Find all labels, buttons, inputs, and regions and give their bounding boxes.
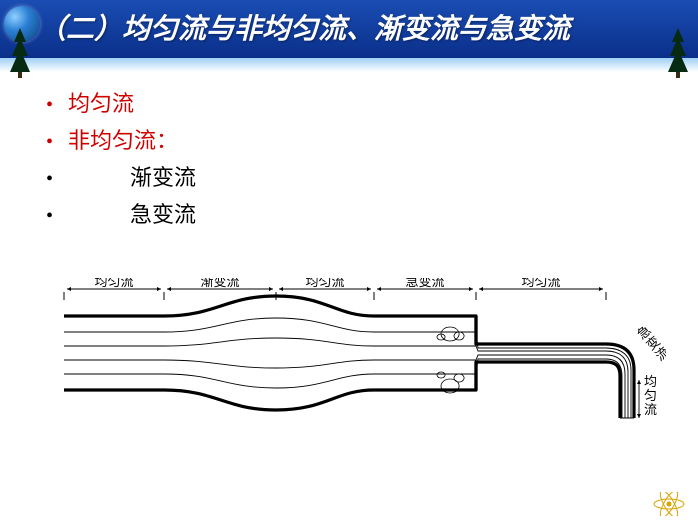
bullet-dot: • bbox=[46, 161, 68, 197]
svg-text:均匀流: 均匀流 bbox=[521, 278, 560, 289]
bullet-text: 急变流 bbox=[68, 197, 196, 233]
bullet-item: • 非均匀流： bbox=[46, 123, 196, 160]
svg-text:均匀流: 均匀流 bbox=[94, 278, 133, 289]
bullet-dot: • bbox=[46, 87, 68, 123]
slide-title: （二）均匀流与非均匀流、渐变流与急变流 bbox=[38, 7, 570, 47]
bullet-text: 渐变流 bbox=[68, 160, 196, 196]
svg-text:渐变流: 渐变流 bbox=[200, 278, 239, 289]
svg-text:急变流: 急变流 bbox=[405, 278, 444, 289]
bullet-dot: • bbox=[46, 198, 68, 234]
atom-icon bbox=[652, 492, 686, 516]
tree-right-icon bbox=[666, 28, 690, 78]
bullet-item: • 均匀流 bbox=[46, 86, 196, 123]
bullet-list: • 均匀流 • 非均匀流： • 渐变流 • 急变流 bbox=[46, 86, 196, 234]
flow-diagram: 均匀流渐变流均匀流急变流均匀流急变流均匀流 bbox=[46, 278, 666, 478]
svg-text:均匀流: 均匀流 bbox=[305, 278, 344, 289]
svg-text:匀: 匀 bbox=[644, 388, 657, 403]
bullet-text: 均匀流 bbox=[68, 86, 134, 122]
bullet-text: 非均匀流： bbox=[68, 123, 178, 159]
bullet-item: • 渐变流 bbox=[46, 160, 196, 197]
svg-text:均: 均 bbox=[644, 374, 657, 389]
bullet-item: • 急变流 bbox=[46, 197, 196, 234]
sky-strip bbox=[0, 58, 698, 72]
tree-left-icon bbox=[8, 28, 32, 78]
svg-text:流: 流 bbox=[644, 402, 657, 417]
bullet-dot: • bbox=[46, 124, 68, 160]
slide-header: （二）均匀流与非均匀流、渐变流与急变流 bbox=[0, 0, 698, 58]
